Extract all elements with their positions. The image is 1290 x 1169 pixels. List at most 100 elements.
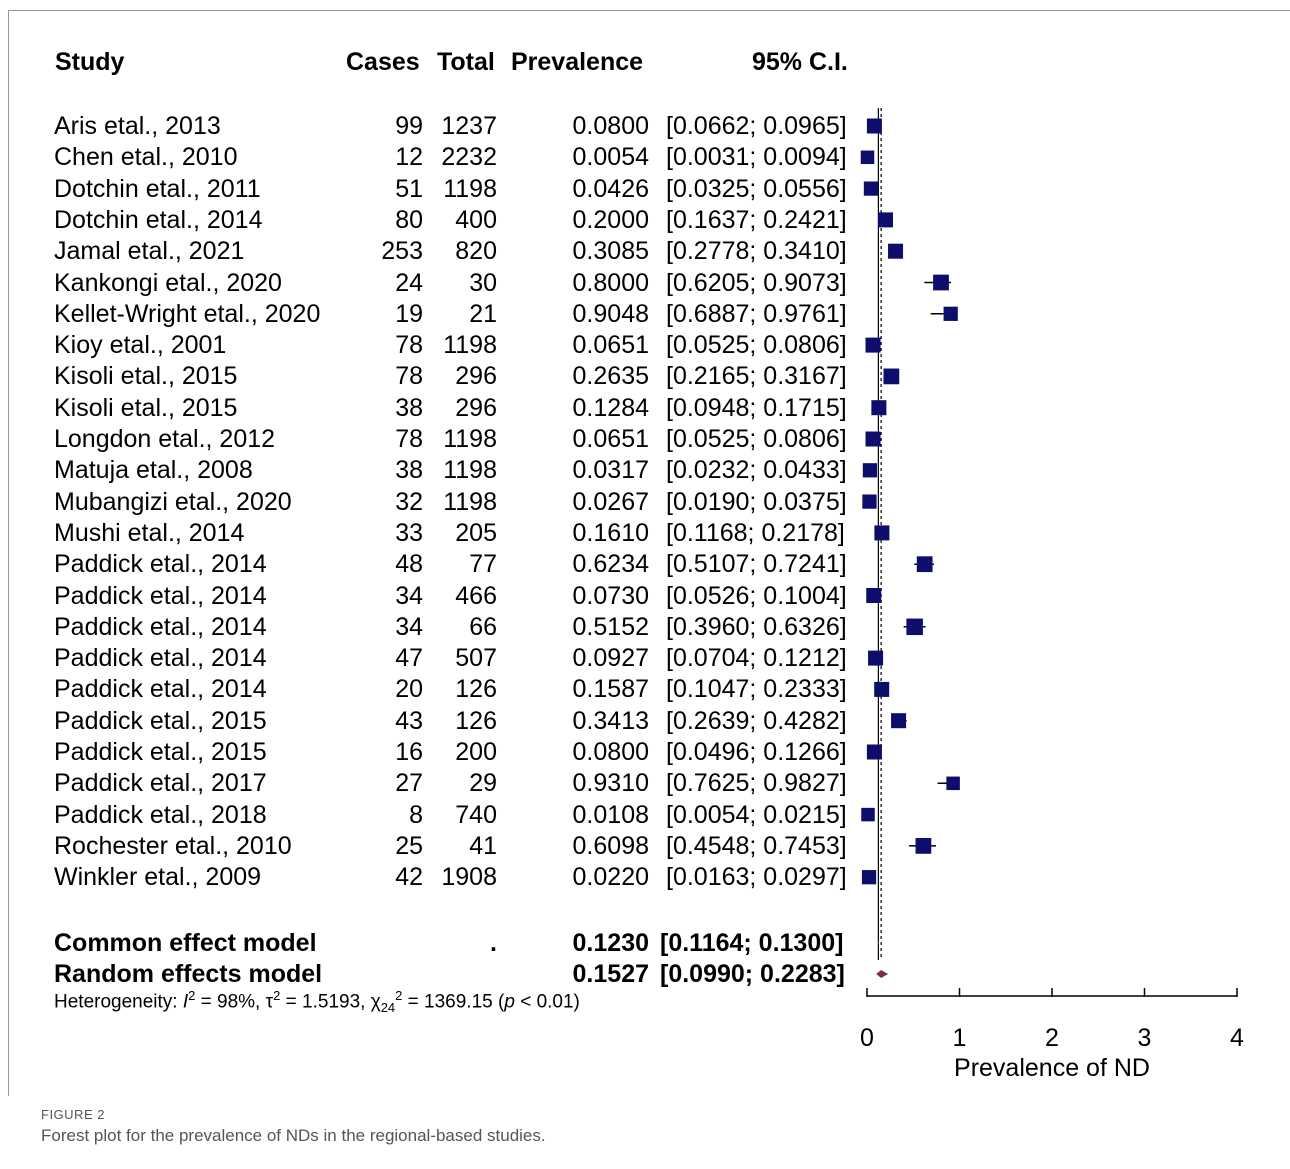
study-square bbox=[888, 243, 904, 259]
summary-cases: . bbox=[490, 929, 497, 957]
study-total: 2232 bbox=[441, 143, 497, 172]
study-total: 1198 bbox=[443, 425, 497, 453]
study-square bbox=[874, 525, 890, 541]
study-cases: 33 bbox=[395, 518, 423, 547]
summary-prevalence: 0.1527 bbox=[572, 960, 649, 988]
study-prevalence: 0.1284 bbox=[572, 393, 649, 422]
study-cases: 24 bbox=[395, 268, 423, 297]
study-ci: [0.0054; 0.0215] bbox=[666, 800, 847, 829]
study-prevalence: 0.0651 bbox=[572, 331, 649, 360]
study-ci: [0.2639; 0.4282] bbox=[666, 706, 847, 735]
study-name: Paddick etal., 2014 bbox=[54, 644, 267, 673]
study-name: Longdon etal., 2012 bbox=[54, 425, 276, 453]
study-square bbox=[863, 181, 879, 196]
summary-diamond bbox=[876, 970, 889, 978]
study-cases: 16 bbox=[395, 738, 423, 766]
study-square bbox=[862, 463, 878, 478]
study-total: 1198 bbox=[443, 174, 497, 203]
study-total: 66 bbox=[469, 612, 497, 641]
study-ci: [0.4548; 0.7453] bbox=[666, 831, 847, 860]
study-prevalence: 0.5152 bbox=[572, 612, 649, 641]
study-prevalence: 0.6234 bbox=[572, 550, 649, 579]
study-total: 200 bbox=[455, 738, 497, 766]
study-total: 126 bbox=[455, 675, 497, 704]
study-square bbox=[868, 650, 884, 666]
study-name: Jamal etal., 2021 bbox=[54, 237, 245, 266]
header-study: Study bbox=[55, 48, 125, 76]
study-ci: [0.0325; 0.0556] bbox=[666, 174, 847, 203]
study-total: 1908 bbox=[441, 863, 497, 892]
study-name: Paddick etal., 2018 bbox=[54, 800, 267, 829]
study-ci: [0.1047; 0.2333] bbox=[666, 675, 847, 704]
study-square bbox=[946, 776, 960, 791]
x-axis-label: Prevalence of ND bbox=[954, 1054, 1150, 1082]
study-name: Kankongi etal., 2020 bbox=[54, 268, 282, 297]
study-total: 820 bbox=[455, 237, 497, 266]
study-total: 507 bbox=[455, 644, 497, 673]
figure-frame bbox=[8, 10, 1290, 1096]
study-cases: 48 bbox=[395, 550, 423, 579]
study-cases: 80 bbox=[395, 205, 423, 234]
header-ci: 95% C.I. bbox=[752, 48, 848, 76]
study-cases: 38 bbox=[395, 393, 423, 422]
study-prevalence: 0.0220 bbox=[572, 863, 649, 892]
study-name: Mushi etal., 2014 bbox=[54, 518, 245, 547]
study-prevalence: 0.0651 bbox=[572, 425, 649, 453]
study-square bbox=[916, 556, 933, 573]
study-prevalence: 0.0800 bbox=[572, 112, 649, 140]
study-square bbox=[860, 150, 875, 165]
study-ci: [0.0662; 0.0965] bbox=[666, 112, 847, 140]
study-total: 205 bbox=[455, 518, 497, 547]
study-name: Winkler etal., 2009 bbox=[54, 863, 262, 892]
study-square bbox=[865, 337, 881, 353]
study-prevalence: 0.0426 bbox=[572, 174, 649, 203]
study-square bbox=[871, 400, 887, 416]
study-name: Paddick etal., 2017 bbox=[54, 769, 267, 798]
x-tick-label: 3 bbox=[1138, 1024, 1152, 1052]
study-prevalence: 0.0927 bbox=[572, 644, 649, 673]
study-cases: 78 bbox=[395, 425, 423, 453]
study-prevalence: 0.2000 bbox=[572, 205, 649, 234]
study-ci: [0.1637; 0.2421] bbox=[666, 205, 847, 234]
study-cases: 51 bbox=[395, 174, 423, 203]
study-square bbox=[866, 118, 882, 134]
study-ci: [0.0525; 0.0806] bbox=[666, 425, 847, 453]
study-square bbox=[891, 713, 907, 729]
study-cases: 47 bbox=[395, 644, 423, 673]
study-ci: [0.6205; 0.9073] bbox=[666, 268, 847, 297]
summary-ci: [0.1164; 0.1300] bbox=[660, 929, 844, 957]
study-total: 400 bbox=[455, 205, 497, 234]
study-ci: [0.0496; 0.1266] bbox=[666, 738, 847, 766]
summary-label: Common effect model bbox=[54, 929, 317, 957]
study-total: 41 bbox=[469, 831, 497, 860]
study-name: Paddick etal., 2014 bbox=[54, 675, 267, 704]
study-prevalence: 0.0054 bbox=[572, 143, 649, 172]
study-square bbox=[933, 274, 949, 291]
study-cases: 8 bbox=[409, 800, 423, 829]
study-cases: 19 bbox=[395, 299, 423, 328]
study-ci: [0.1168; 0.2178] bbox=[666, 518, 845, 547]
study-total: 296 bbox=[455, 393, 497, 422]
study-cases: 25 bbox=[395, 831, 423, 860]
study-ci: [0.7625; 0.9827] bbox=[666, 769, 847, 798]
study-prevalence: 0.8000 bbox=[572, 268, 649, 297]
header-prevalence: Prevalence bbox=[511, 48, 644, 76]
study-square bbox=[915, 838, 932, 854]
study-prevalence: 0.2635 bbox=[572, 362, 649, 391]
figure-caption: Forest plot for the prevalence of NDs in… bbox=[41, 1126, 546, 1145]
study-square bbox=[874, 681, 890, 697]
study-ci: [0.0190; 0.0375] bbox=[666, 487, 847, 516]
study-name: Kisoli etal., 2015 bbox=[54, 393, 238, 422]
study-total: 126 bbox=[455, 706, 497, 735]
summary-prevalence: 0.1230 bbox=[572, 929, 649, 957]
study-name: Paddick etal., 2014 bbox=[54, 612, 267, 641]
header-cases: Cases bbox=[346, 48, 420, 76]
study-ci: [0.5107; 0.7241] bbox=[666, 550, 847, 579]
header-total: Total bbox=[437, 48, 495, 76]
study-cases: 78 bbox=[395, 331, 423, 360]
study-cases: 34 bbox=[395, 581, 423, 610]
study-prevalence: 0.0730 bbox=[572, 581, 649, 610]
study-square bbox=[878, 212, 893, 228]
study-cases: 42 bbox=[395, 863, 423, 892]
